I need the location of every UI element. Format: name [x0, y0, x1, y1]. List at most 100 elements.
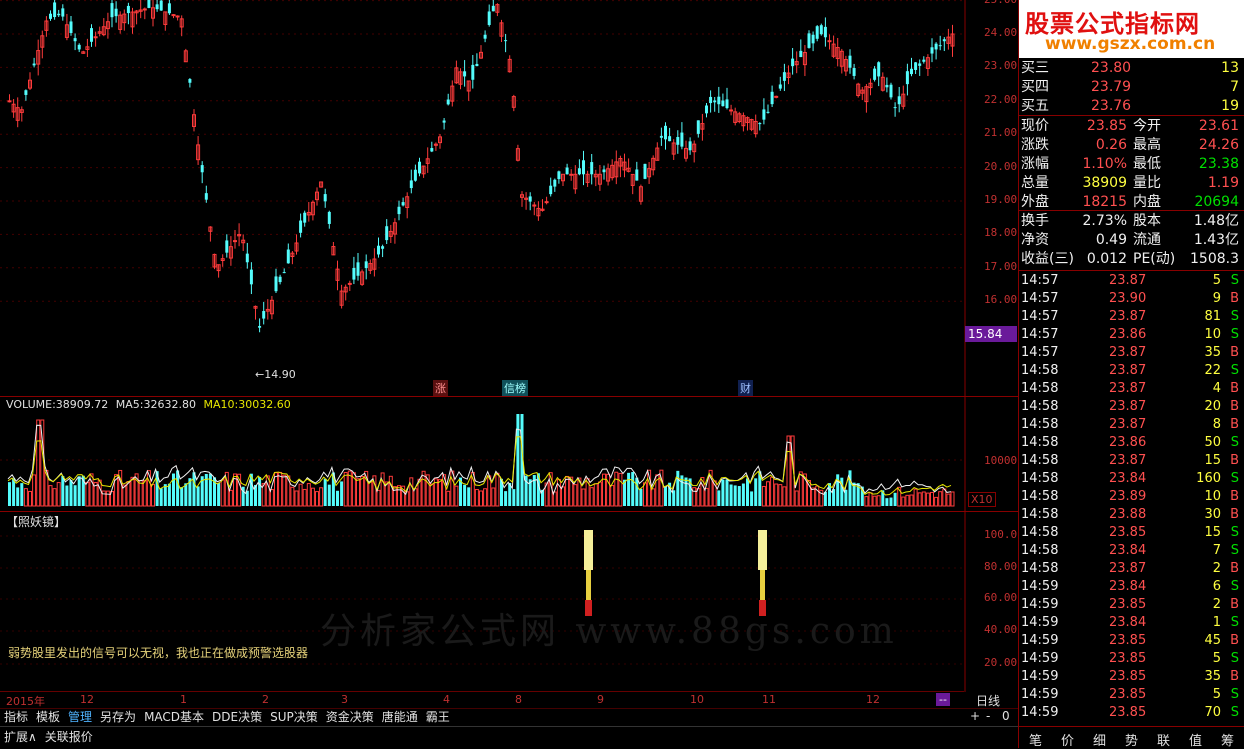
tick-row[interactable]: 14:58 23.87 15 B — [1019, 452, 1244, 470]
tab-zhibiao[interactable]: 指标 — [4, 710, 29, 724]
volume-bar — [269, 489, 274, 507]
event-tag-xinbang[interactable]: 信榜 — [502, 380, 528, 396]
tab-tangnengtong[interactable]: 唐能通 — [381, 710, 418, 724]
volume-bar — [815, 485, 820, 507]
side-tab[interactable]: 价 — [1061, 734, 1075, 749]
chart-area[interactable]: 25.00 24.00 23.00 22.00 21.00 20.00 19.00 18.00… — [0, 0, 1018, 708]
tick-row[interactable]: 14:59 23.85 45 B — [1019, 632, 1244, 650]
tick-row[interactable]: 14:58 23.87 4 B — [1019, 380, 1244, 398]
fundamental-row: 换手 2.73% 股本 1.48亿 — [1019, 212, 1244, 230]
indicator-axis-label: 60.00 — [984, 591, 1018, 604]
side-tab[interactable]: 联 — [1157, 734, 1171, 749]
tick-row[interactable]: 14:57 23.87 5 S — [1019, 272, 1244, 290]
side-tab[interactable]: 值 — [1189, 734, 1203, 749]
side-tab[interactable]: 笔 — [1029, 734, 1043, 749]
candle-body — [524, 197, 529, 200]
tick-row[interactable]: 14:58 23.87 22 S — [1019, 362, 1244, 380]
volume-bar — [897, 486, 902, 507]
tick-row[interactable]: 14:58 23.87 20 B — [1019, 398, 1244, 416]
tab-guanli[interactable]: 管理 — [68, 710, 93, 724]
price-chart[interactable] — [0, 0, 1018, 396]
quote-row: 涨幅 1.10% 最低 23.38 — [1019, 155, 1244, 173]
tick-row[interactable]: 14:57 23.87 81 S — [1019, 308, 1244, 326]
date-cursor[interactable]: -- — [936, 693, 950, 706]
volume-bar — [676, 470, 680, 506]
candle-body — [918, 63, 922, 66]
signal-bar — [584, 530, 593, 570]
tick-row[interactable]: 14:58 23.84 160 S — [1019, 470, 1244, 488]
zoom-out-button[interactable]: - — [986, 709, 991, 723]
candle-body — [269, 299, 274, 315]
tick-price: 23.87 — [1109, 417, 1147, 432]
tick-row[interactable]: 14:59 23.85 2 B — [1019, 596, 1244, 614]
tick-volume: 2 — [1212, 561, 1221, 576]
tick-row[interactable]: 14:58 23.89 10 B — [1019, 488, 1244, 506]
tick-row[interactable]: 14:59 23.85 35 B — [1019, 668, 1244, 686]
candle-body — [446, 99, 450, 105]
volume-bar — [741, 483, 745, 506]
volume-bar — [798, 471, 803, 507]
candle-body — [258, 326, 262, 328]
candle-body — [114, 8, 118, 17]
volume-bar — [8, 482, 11, 506]
candle-body — [528, 196, 532, 202]
tick-row[interactable]: 14:58 23.84 7 S — [1019, 542, 1244, 560]
zoom-in-button[interactable]: + — [970, 709, 981, 723]
related-quote-tab[interactable]: 关联报价 — [44, 730, 93, 744]
candle-body — [827, 40, 832, 43]
tick-row[interactable]: 14:59 23.85 70 S — [1019, 704, 1244, 722]
tick-row[interactable]: 14:57 23.90 9 B — [1019, 290, 1244, 308]
side-tab[interactable]: 细 — [1093, 734, 1107, 749]
volume-chart[interactable] — [0, 396, 1018, 512]
tick-time: 14:59 — [1021, 705, 1059, 720]
candle-body — [101, 26, 106, 36]
tick-row[interactable]: 14:59 23.85 5 S — [1019, 650, 1244, 668]
candle-body — [392, 222, 397, 235]
candle-body — [105, 21, 110, 30]
buy-level-price: 23.79 — [1091, 79, 1132, 95]
volume-bar — [69, 480, 73, 506]
candle-body — [532, 204, 537, 207]
tick-price: 23.85 — [1109, 669, 1147, 684]
candle-body — [709, 96, 713, 104]
tick-row[interactable]: 14:59 23.84 6 S — [1019, 578, 1244, 596]
tick-row[interactable]: 14:57 23.86 10 S — [1019, 326, 1244, 344]
tick-row[interactable]: 14:57 23.87 35 B — [1019, 344, 1244, 362]
tab-bawang[interactable]: 霸王 — [425, 710, 450, 724]
tick-side: S — [1230, 309, 1239, 324]
tick-row[interactable]: 14:59 23.84 1 S — [1019, 614, 1244, 632]
tab-dde[interactable]: DDE决策 — [212, 710, 263, 724]
volume-bar — [61, 475, 65, 506]
event-tag-zhang[interactable]: 涨 — [433, 380, 448, 396]
indicator-chart[interactable] — [0, 512, 1018, 692]
side-tab[interactable]: 筹 — [1221, 734, 1235, 749]
tick-row[interactable]: 14:58 23.86 50 S — [1019, 434, 1244, 452]
tab-sup[interactable]: SUP决策 — [270, 710, 318, 724]
zoom-reset-button[interactable]: 0 — [1002, 709, 1010, 723]
tick-row[interactable]: 14:58 23.85 15 S — [1019, 524, 1244, 542]
tab-zijin[interactable]: 资金决策 — [325, 710, 374, 724]
tab-muban[interactable]: 模板 — [36, 710, 61, 724]
tick-row[interactable]: 14:58 23.88 30 B — [1019, 506, 1244, 524]
event-tag-cai[interactable]: 财 — [738, 380, 753, 396]
period-selector[interactable]: 日线 — [976, 694, 1001, 708]
tick-row[interactable]: 14:59 23.85 5 S — [1019, 686, 1244, 704]
quote-row: 外盘 18215 内盘 20694 — [1019, 193, 1244, 211]
tick-row[interactable]: 14:58 23.87 2 B — [1019, 560, 1244, 578]
candle-body — [786, 72, 791, 78]
quote-value: 20694 — [1194, 194, 1239, 210]
volume-bar — [397, 485, 401, 507]
candle-body — [540, 208, 545, 211]
tick-row[interactable]: 14:58 23.87 8 B — [1019, 416, 1244, 434]
fundamental-label: 股本 — [1133, 213, 1161, 229]
side-tab[interactable]: 势 — [1125, 734, 1139, 749]
fundamental-label: 净资 — [1021, 232, 1049, 248]
candle-body — [196, 144, 201, 161]
bottom-tabs: 扩展∧ 关联报价 — [0, 726, 1018, 749]
expand-button[interactable]: 扩展∧ — [4, 730, 37, 744]
volume-bar — [81, 475, 85, 506]
tab-lingcunwei[interactable]: 另存为 — [100, 710, 137, 724]
candle-body — [946, 36, 951, 44]
tab-macd[interactable]: MACD基本 — [144, 710, 205, 724]
volume-bar — [934, 496, 939, 507]
